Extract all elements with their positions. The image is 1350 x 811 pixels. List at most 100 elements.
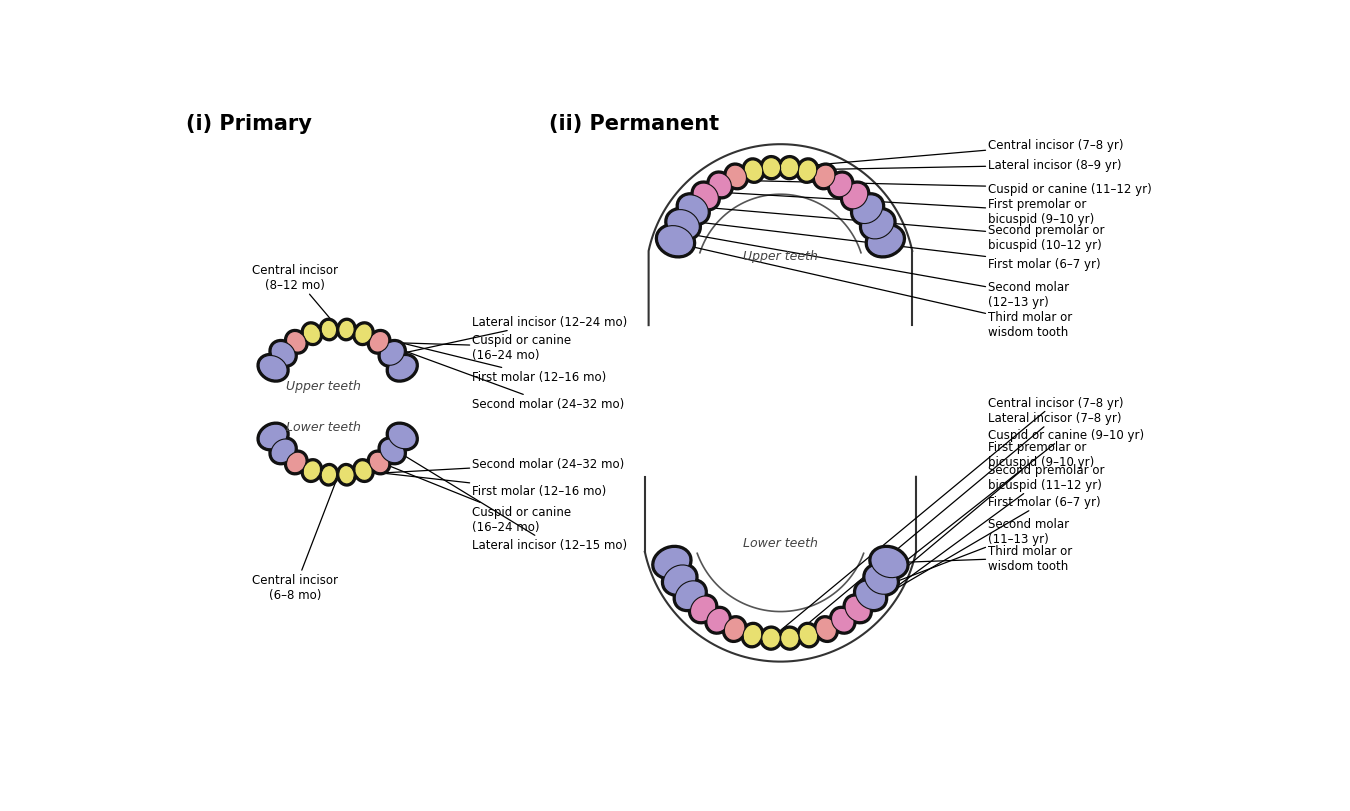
Text: Cuspid or canine (9–10 yr): Cuspid or canine (9–10 yr) [810, 428, 1145, 637]
Text: Lateral incisor (12–15 mo): Lateral incisor (12–15 mo) [394, 449, 628, 551]
Text: Third molar or
wisdom tooth: Third molar or wisdom tooth [896, 544, 1072, 572]
Ellipse shape [795, 158, 819, 185]
Ellipse shape [761, 629, 780, 648]
Ellipse shape [367, 450, 392, 476]
Ellipse shape [832, 608, 855, 633]
Ellipse shape [705, 606, 732, 635]
Ellipse shape [381, 440, 405, 463]
Ellipse shape [706, 171, 734, 200]
Ellipse shape [256, 422, 290, 452]
Ellipse shape [367, 329, 392, 355]
Ellipse shape [868, 545, 910, 581]
Ellipse shape [301, 458, 323, 483]
Ellipse shape [657, 226, 694, 256]
Ellipse shape [271, 342, 296, 366]
Ellipse shape [829, 606, 857, 635]
Ellipse shape [690, 181, 721, 212]
Ellipse shape [339, 466, 354, 484]
Ellipse shape [284, 329, 309, 355]
Ellipse shape [655, 224, 697, 260]
Ellipse shape [319, 318, 339, 342]
Ellipse shape [386, 422, 418, 452]
Ellipse shape [798, 161, 817, 182]
Ellipse shape [664, 208, 702, 242]
Text: Lateral incisor (7–8 yr): Lateral incisor (7–8 yr) [790, 411, 1122, 639]
Ellipse shape [672, 578, 707, 612]
Ellipse shape [339, 321, 354, 339]
Ellipse shape [269, 340, 298, 368]
Ellipse shape [678, 195, 709, 225]
Ellipse shape [722, 616, 748, 643]
Ellipse shape [853, 195, 883, 225]
Text: Second premolar or
bicuspid (10–12 yr): Second premolar or bicuspid (10–12 yr) [702, 208, 1104, 251]
Ellipse shape [778, 625, 802, 651]
Ellipse shape [693, 184, 718, 209]
Ellipse shape [726, 166, 747, 188]
Ellipse shape [778, 156, 802, 181]
Ellipse shape [709, 174, 732, 198]
Ellipse shape [760, 156, 783, 181]
Text: (i) Primary: (i) Primary [186, 114, 312, 134]
Ellipse shape [304, 461, 320, 481]
Ellipse shape [863, 563, 900, 597]
Ellipse shape [286, 453, 306, 473]
Ellipse shape [780, 158, 799, 178]
Ellipse shape [269, 437, 298, 466]
Ellipse shape [381, 342, 405, 366]
Ellipse shape [796, 622, 821, 649]
Text: Lower teeth: Lower teeth [743, 536, 818, 549]
Text: Second molar (24–32 mo): Second molar (24–32 mo) [346, 330, 625, 410]
Ellipse shape [850, 193, 886, 227]
Text: Central incisor (7–8 yr): Central incisor (7–8 yr) [772, 396, 1123, 637]
Ellipse shape [271, 440, 296, 463]
Ellipse shape [815, 618, 837, 641]
Ellipse shape [675, 581, 705, 610]
Ellipse shape [389, 425, 416, 449]
Ellipse shape [284, 450, 309, 476]
Ellipse shape [336, 318, 356, 342]
Ellipse shape [743, 624, 761, 646]
Text: First molar (6–7 yr): First molar (6–7 yr) [871, 496, 1102, 603]
Ellipse shape [799, 624, 818, 646]
Ellipse shape [378, 437, 408, 466]
Text: Second molar
(11–13 yr): Second molar (11–13 yr) [886, 517, 1069, 586]
Ellipse shape [355, 461, 373, 481]
Text: First premolar or
bicuspid (9–10 yr): First premolar or bicuspid (9–10 yr) [718, 193, 1095, 226]
Text: Second premolar or
bicuspid (11–12 yr): Second premolar or bicuspid (11–12 yr) [853, 463, 1104, 619]
Ellipse shape [389, 356, 416, 380]
Text: Central incisor
(8–12 mo): Central incisor (8–12 mo) [252, 264, 339, 328]
Ellipse shape [826, 171, 855, 200]
Ellipse shape [319, 463, 339, 487]
Ellipse shape [687, 594, 718, 624]
Ellipse shape [865, 565, 898, 594]
Ellipse shape [814, 166, 834, 188]
Ellipse shape [842, 594, 873, 624]
Text: Second molar
(12–13 yr): Second molar (12–13 yr) [686, 234, 1069, 309]
Ellipse shape [707, 608, 729, 633]
Text: (ii) Permanent: (ii) Permanent [549, 114, 720, 134]
Ellipse shape [864, 224, 906, 260]
Text: Lower teeth: Lower teeth [286, 421, 362, 434]
Ellipse shape [304, 324, 320, 344]
Ellipse shape [813, 616, 840, 643]
Ellipse shape [724, 163, 749, 191]
Text: Lateral incisor (12–24 mo): Lateral incisor (12–24 mo) [394, 315, 628, 356]
Ellipse shape [286, 332, 306, 353]
Ellipse shape [690, 596, 716, 622]
Ellipse shape [256, 354, 290, 384]
Text: First molar (12–16 mo): First molar (12–16 mo) [363, 334, 606, 384]
Ellipse shape [386, 354, 418, 384]
Ellipse shape [352, 322, 375, 347]
Text: First molar (12–16 mo): First molar (12–16 mo) [363, 471, 606, 498]
Ellipse shape [301, 322, 323, 347]
Ellipse shape [653, 547, 690, 578]
Text: Upper teeth: Upper teeth [743, 250, 818, 263]
Text: Central incisor (7–8 yr): Central incisor (7–8 yr) [788, 139, 1123, 168]
Ellipse shape [725, 618, 745, 641]
Text: First premolar or
bicuspid (9–10 yr): First premolar or bicuspid (9–10 yr) [832, 440, 1095, 630]
Ellipse shape [355, 324, 373, 344]
Ellipse shape [856, 581, 886, 610]
Ellipse shape [651, 545, 693, 581]
Ellipse shape [259, 356, 288, 380]
Ellipse shape [842, 184, 868, 209]
